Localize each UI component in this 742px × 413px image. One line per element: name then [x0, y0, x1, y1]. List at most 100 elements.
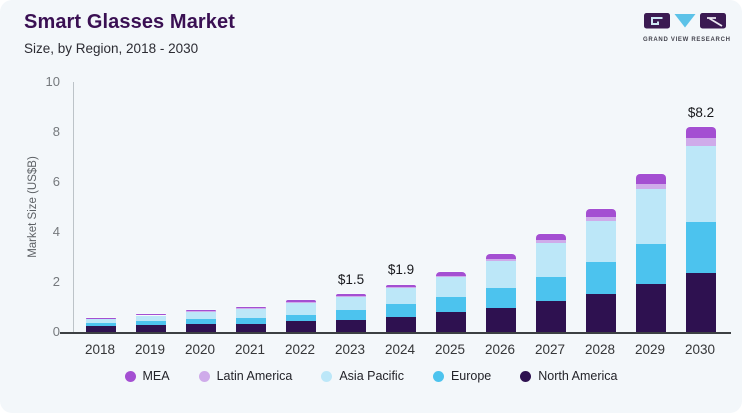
y-axis-label: Market Size (US$B) — [27, 156, 39, 258]
x-tick-label: 2027 — [534, 342, 566, 357]
bar-segment-north-america — [386, 317, 416, 332]
bar-segment-asia-pacific — [86, 319, 116, 323]
legend-item-asia-pacific: Asia Pacific — [321, 369, 404, 383]
bar-segment-north-america — [286, 321, 316, 332]
bar-segment-europe — [86, 322, 116, 326]
y-tick-label: 6 — [52, 174, 60, 189]
y-tick-label: 10 — [45, 74, 60, 89]
bar-segment-europe — [586, 262, 616, 294]
bar-segment-mea — [436, 272, 466, 276]
bar-segment-asia-pacific — [286, 303, 316, 315]
legend-label: Latin America — [216, 369, 293, 383]
y-tick-label: 4 — [52, 224, 60, 239]
legend-label: North America — [538, 369, 618, 383]
bar-segment-mea — [186, 310, 216, 311]
legend-item-latin-america: Latin America — [198, 369, 293, 383]
bar-segment-mea — [686, 127, 716, 138]
bar-segment-asia-pacific — [486, 261, 516, 288]
bar-segment-europe — [336, 310, 366, 320]
x-tick-label: 2019 — [134, 342, 166, 357]
bar-segment-asia-pacific — [136, 316, 166, 321]
bar-segment-mea — [86, 318, 116, 319]
bar-segment-north-america — [686, 273, 716, 332]
legend-item-north-america: North America — [520, 369, 617, 383]
chart-header: Smart Glasses Market Size, by Region, 20… — [24, 11, 235, 56]
legend-dot-icon — [520, 370, 532, 382]
bar-segment-north-america — [236, 324, 266, 332]
plot-area: $1.5 $1.9 $8.2 — [73, 82, 729, 332]
legend-item-mea: MEA — [124, 369, 170, 383]
bar-segment-europe — [186, 318, 216, 324]
bar-segment-mea — [636, 174, 666, 184]
x-tick-label: 2021 — [234, 342, 266, 357]
legend: MEA Latin America Asia Pacific Europe North … — [0, 369, 742, 383]
y-tick-label: 2 — [52, 274, 60, 289]
bar-segment-asia-pacific — [236, 309, 266, 318]
bar-segment-europe — [486, 288, 516, 308]
bar-segment-latin-america — [436, 275, 466, 277]
x-tick-label: 2028 — [584, 342, 616, 357]
bar-segment-mea — [386, 285, 416, 287]
x-tick-label: 2030 — [684, 342, 716, 357]
legend-dot-icon — [432, 370, 444, 382]
bar-segment-europe — [136, 321, 166, 325]
bar-segment-latin-america — [686, 138, 716, 146]
bar-segment-asia-pacific — [386, 288, 416, 304]
bar-segment-europe — [636, 244, 666, 284]
legend-dot-icon — [321, 370, 333, 382]
bar-segment-mea — [286, 300, 316, 302]
bar-segment-latin-america — [636, 184, 666, 189]
bar-segment-mea — [336, 294, 366, 296]
bar-value-label: $8.2 — [687, 105, 715, 120]
x-tick-label: 2029 — [634, 342, 666, 357]
bar-segment-mea — [536, 234, 566, 240]
page-title: Smart Glasses Market — [24, 11, 236, 33]
legend-dot-icon — [198, 370, 210, 382]
bar-segment-north-america — [436, 312, 466, 332]
bar-segment-north-america — [486, 308, 516, 332]
x-tick-label: 2022 — [284, 342, 316, 357]
x-axis-line — [60, 332, 731, 334]
bar-segment-north-america — [536, 301, 566, 332]
bar-segment-mea — [586, 209, 616, 217]
bar-segment-mea — [136, 314, 166, 315]
bar-segment-europe — [686, 222, 716, 273]
grand-view-research-logo-icon — [644, 13, 726, 29]
bar-value-label: $1.9 — [387, 262, 415, 277]
brand-logo: GRAND VIEW RESEARCH — [643, 12, 731, 43]
bar-segment-north-america — [186, 324, 216, 332]
y-tick-label: 8 — [52, 124, 60, 139]
y-tick-label: 0 — [52, 324, 60, 339]
legend-item-europe: Europe — [432, 369, 492, 383]
legend-label: Asia Pacific — [339, 369, 404, 383]
bar-segment-latin-america — [536, 240, 566, 243]
bar-segment-latin-america — [186, 311, 216, 312]
bar-segment-europe — [386, 303, 416, 317]
bar-segment-asia-pacific — [186, 312, 216, 319]
bar-segment-asia-pacific — [536, 242, 566, 277]
x-tick-label: 2018 — [84, 342, 116, 357]
bar-segment-latin-america — [286, 302, 316, 303]
bar-segment-latin-america — [336, 296, 366, 297]
bar-segment-asia-pacific — [636, 189, 666, 244]
bar-segment-asia-pacific — [586, 221, 616, 262]
legend-label: Europe — [450, 369, 492, 383]
bar-segment-mea — [236, 307, 266, 308]
bar-segment-europe — [536, 277, 566, 301]
x-tick-label: 2025 — [434, 342, 466, 357]
bar-segment-latin-america — [236, 308, 266, 309]
brand-logo-text: GRAND VIEW RESEARCH — [643, 37, 731, 43]
bar-segment-north-america — [86, 326, 116, 332]
page-subtitle: Size, by Region, 2018 - 2030 — [24, 41, 199, 56]
bar-segment-north-america — [636, 284, 666, 332]
x-tick-label: 2026 — [484, 342, 516, 357]
bar-segment-asia-pacific — [436, 277, 466, 297]
bar-segment-europe — [436, 297, 466, 312]
bar-segment-europe — [236, 318, 266, 324]
bar-segment-latin-america — [386, 286, 416, 288]
bar-segment-asia-pacific — [336, 297, 366, 310]
bar-segment-north-america — [136, 325, 166, 332]
bar-segment-north-america — [586, 294, 616, 332]
bar-segment-asia-pacific — [686, 145, 716, 222]
